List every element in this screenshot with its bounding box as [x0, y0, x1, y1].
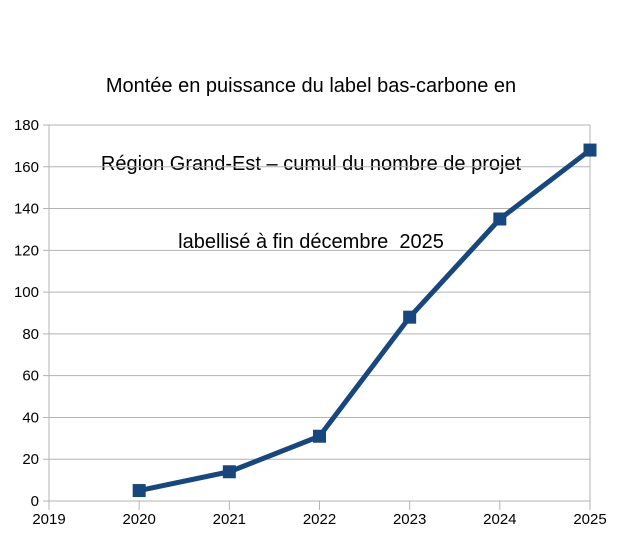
- y-axis-tick-label: 140: [14, 201, 39, 218]
- data-point-2023: [403, 310, 417, 324]
- y-axis-tick-label: 160: [14, 159, 39, 176]
- x-axis-tick-label: 2023: [393, 511, 426, 528]
- x-axis-tick-label: 2024: [483, 511, 516, 528]
- y-axis-tick-label: 20: [22, 451, 39, 468]
- chart-title-line: Montée en puissance du label bas-carbone…: [105, 75, 517, 97]
- y-axis-tick-label: 60: [22, 368, 39, 385]
- y-axis-tick-label: 100: [14, 284, 39, 301]
- x-axis-tick-label: 2022: [303, 511, 336, 528]
- data-point-2020: [132, 484, 146, 498]
- chart-title: Montée en puissance du label bas-carbone…: [0, 21, 622, 307]
- x-axis-tick-label: 2025: [573, 511, 606, 528]
- data-point-2021: [222, 465, 236, 479]
- x-axis-tick-label: 2021: [213, 511, 246, 528]
- series-line: [138, 148, 592, 494]
- data-point-2024: [493, 212, 507, 226]
- chart-title-line: labellisé à fin décembre 2025: [178, 231, 444, 253]
- y-axis-tick-label: 0: [31, 493, 39, 510]
- y-axis-tick-label: 180: [14, 117, 39, 134]
- data-point-2025: [583, 143, 597, 157]
- x-axis-tick-label: 2019: [32, 511, 65, 528]
- y-axis-tick-label: 120: [14, 242, 39, 259]
- y-axis-tick-label: 80: [22, 326, 39, 343]
- data-point-2022: [313, 429, 326, 443]
- y-axis-tick-label: 40: [22, 409, 39, 426]
- x-axis-tick-label: 2020: [122, 511, 155, 528]
- chart-title-line: Région Grand-Est – cumul du nombre de pr…: [100, 153, 522, 175]
